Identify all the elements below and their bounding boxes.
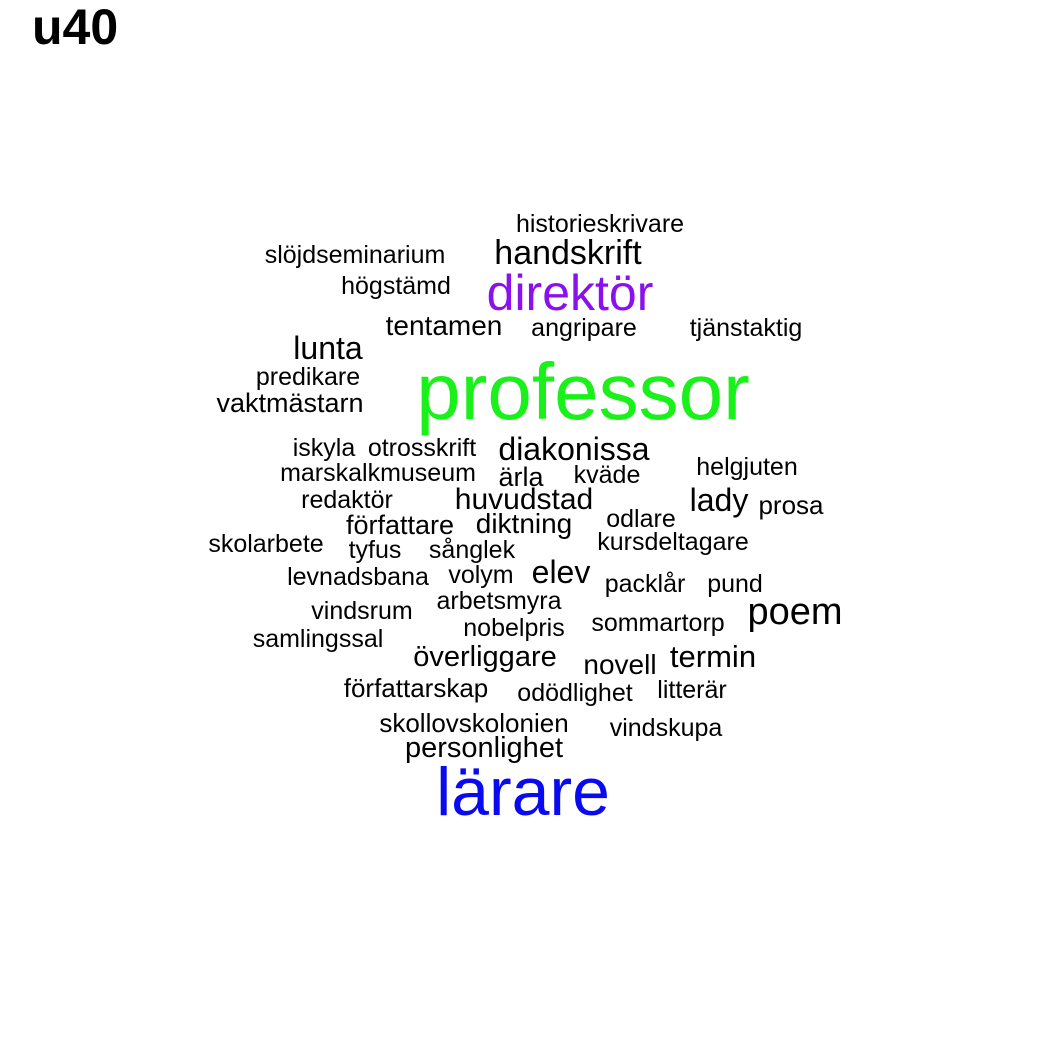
- cloud-word: iskyla: [292, 434, 356, 462]
- cloud-word: litterär: [657, 676, 727, 704]
- cloud-word: helgjuten: [696, 453, 798, 481]
- cloud-word: diktning: [475, 508, 573, 539]
- cloud-word: nobelpris: [463, 614, 565, 642]
- cloud-word: tentamen: [385, 310, 503, 341]
- cloud-word: levnadsbana: [287, 563, 429, 591]
- cloud-word: ärla: [498, 462, 544, 492]
- cloud-word: vaktmästarn: [216, 388, 364, 418]
- cloud-word: odödlighet: [517, 679, 633, 707]
- cloud-word: redaktör: [301, 486, 393, 514]
- cloud-word: professor: [416, 347, 750, 436]
- cloud-word: poem: [747, 591, 843, 633]
- cloud-word: vindskupa: [609, 714, 723, 742]
- cloud-word: tyfus: [348, 536, 402, 564]
- cloud-word: odlare: [606, 505, 676, 533]
- cloud-word: volym: [448, 561, 514, 589]
- cloud-word: arbetsmyra: [436, 587, 562, 615]
- cloud-word: vindsrum: [311, 597, 413, 625]
- cloud-word: historieskrivare: [515, 210, 685, 238]
- cloud-word: högstämd: [341, 272, 451, 300]
- cloud-word: tjänstaktig: [689, 314, 803, 342]
- cloud-word: otrosskrift: [367, 434, 477, 462]
- cloud-word: pund: [707, 570, 763, 598]
- cloud-word: elev: [531, 554, 591, 590]
- panel-label: u40: [32, 0, 119, 55]
- cloud-word: samlingssal: [252, 625, 384, 653]
- cloud-word: författare: [345, 510, 455, 540]
- cloud-word: prosa: [758, 490, 824, 520]
- cloud-word: handskrift: [494, 234, 642, 272]
- cloud-word: författarskap: [343, 673, 489, 703]
- cloud-word: novell: [583, 649, 657, 680]
- cloud-word: kväde: [573, 461, 641, 489]
- cloud-word: slöjdseminarium: [264, 241, 446, 269]
- cloud-word: överliggare: [413, 641, 557, 673]
- cloud-word: direktör: [486, 265, 654, 321]
- cloud-word: diakonissa: [498, 431, 650, 467]
- cloud-word: lunta: [293, 330, 363, 366]
- cloud-word: packlår: [604, 570, 686, 598]
- cloud-word: marskalkmuseum: [280, 459, 476, 487]
- cloud-word: skolarbete: [208, 530, 324, 558]
- cloud-word: huvudstad: [454, 483, 594, 516]
- cloud-word: personlighet: [405, 732, 563, 764]
- cloud-word: termin: [669, 639, 757, 674]
- cloud-word: angripare: [531, 314, 637, 342]
- cloud-word: lady: [689, 482, 749, 518]
- cloud-word: lärare: [436, 754, 610, 830]
- cloud-word: sommartorp: [591, 609, 725, 637]
- cloud-word: sånglek: [428, 536, 516, 564]
- cloud-word: predikare: [255, 363, 361, 391]
- cloud-word: kursdeltagare: [597, 528, 749, 556]
- cloud-word: skollovskolonien: [379, 708, 569, 738]
